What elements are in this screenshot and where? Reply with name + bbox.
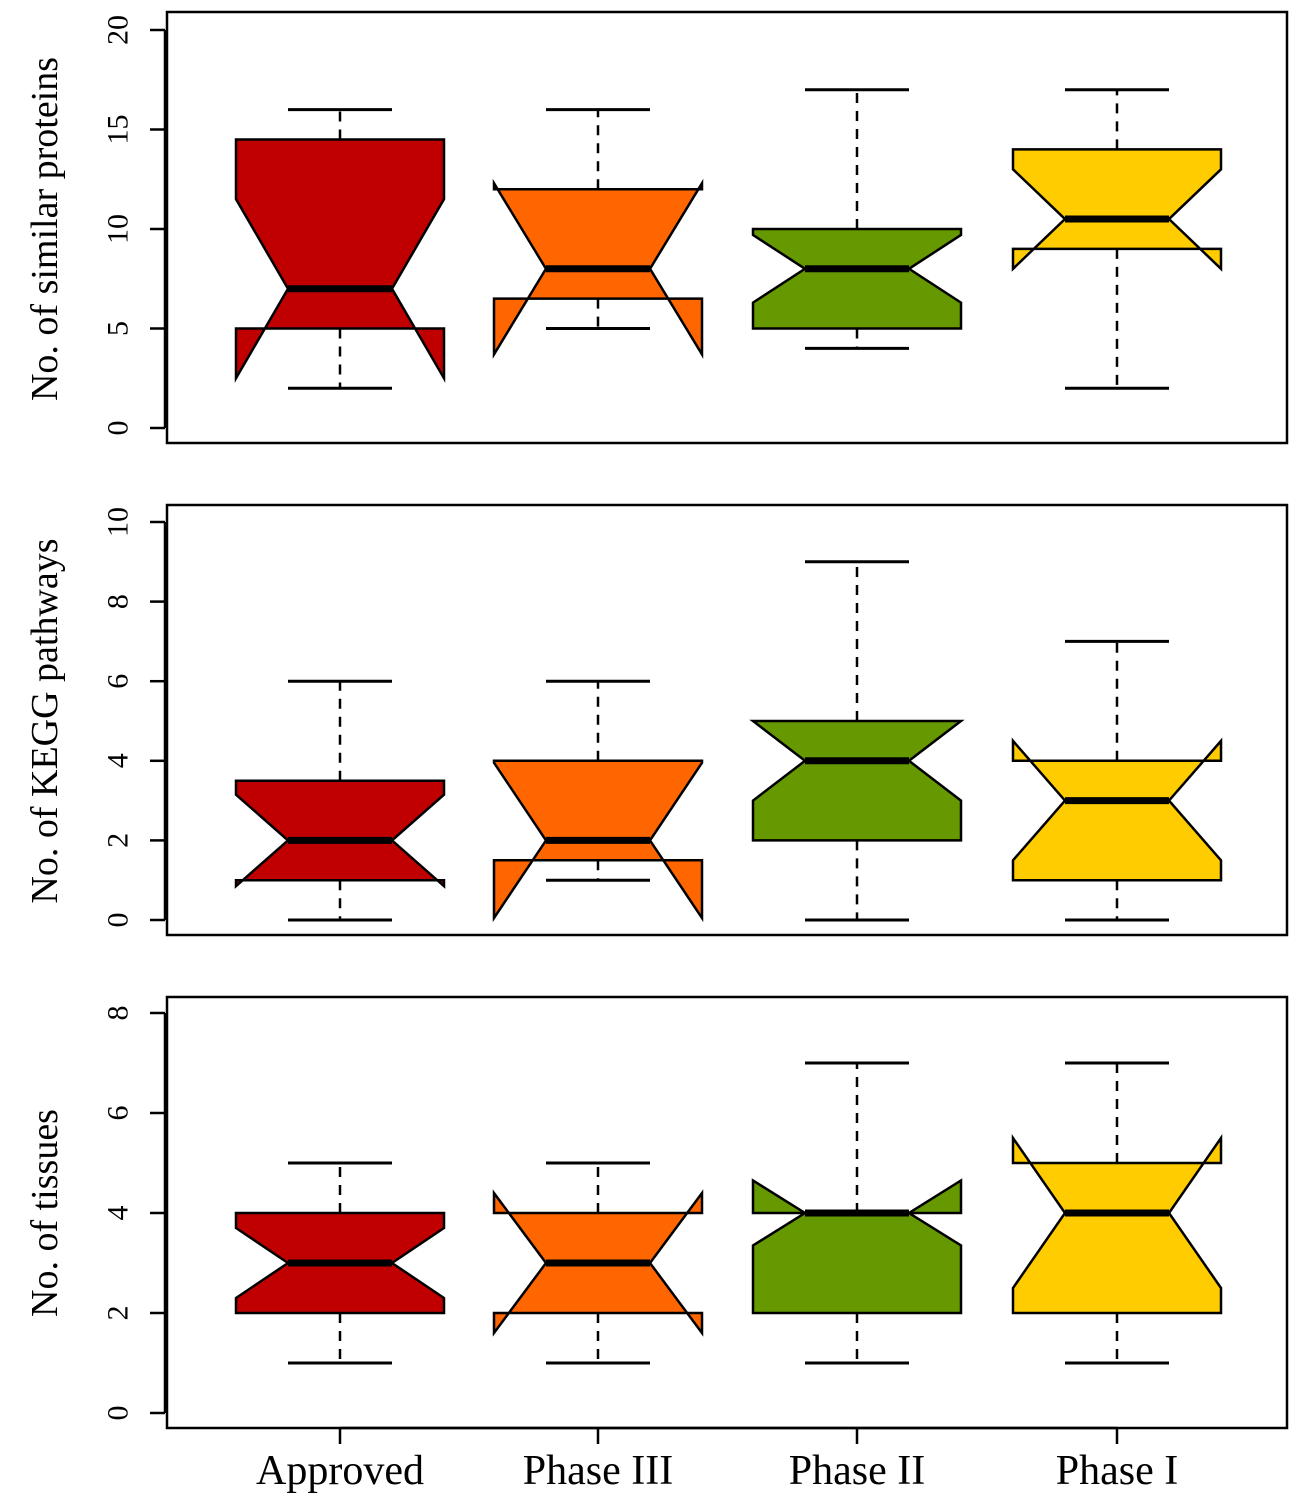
notched-box bbox=[749, 719, 965, 842]
box-phase-ii bbox=[751, 1061, 963, 1365]
x-axis: Approved Phase III Phase II Phase I bbox=[256, 1426, 1178, 1494]
y-axis-title: No. of similar proteins bbox=[24, 57, 66, 401]
plot-frame bbox=[165, 503, 1289, 937]
y-axis-title: No. of KEGG pathways bbox=[24, 538, 66, 903]
x-tick-label-phase-ii: Phase II bbox=[789, 1448, 925, 1494]
y-tick-label: 10 bbox=[102, 214, 135, 244]
box-approved bbox=[234, 108, 446, 390]
y-tick-label: 20 bbox=[102, 15, 135, 45]
box-phase-iii bbox=[492, 108, 704, 359]
y-axis: 0 5 10 15 20 bbox=[102, 15, 167, 436]
notched-box bbox=[751, 227, 963, 330]
y-tick-label: 6 bbox=[102, 1106, 135, 1121]
y-tick-label: 8 bbox=[102, 594, 135, 609]
y-axis: 0 2 4 6 8 10 bbox=[102, 507, 167, 928]
x-tick-label-phase-iii: Phase III bbox=[523, 1448, 673, 1494]
box-phase-i bbox=[1011, 88, 1223, 390]
box-phase-ii bbox=[751, 88, 963, 350]
notched-box bbox=[1011, 148, 1223, 272]
y-axis: 0 2 4 6 8 bbox=[102, 1006, 167, 1421]
panel-2: 0 2 4 6 8 10 No. of KEGG pathways bbox=[24, 503, 1289, 937]
y-tick-label: 15 bbox=[102, 115, 135, 145]
y-tick-label: 8 bbox=[102, 1006, 135, 1021]
plot-frame bbox=[165, 10, 1289, 445]
notched-box bbox=[234, 779, 446, 889]
box-approved bbox=[234, 679, 446, 922]
notched-box bbox=[1011, 737, 1223, 882]
box-phase-i bbox=[1011, 1061, 1223, 1365]
y-tick-label: 2 bbox=[102, 1306, 135, 1321]
box-phase-iii bbox=[492, 1161, 704, 1365]
y-axis-title: No. of tissues bbox=[24, 1109, 66, 1317]
notched-box bbox=[234, 138, 446, 383]
box-phase-iii bbox=[492, 679, 704, 923]
y-tick-label: 5 bbox=[102, 321, 135, 336]
y-tick-label: 6 bbox=[102, 674, 135, 689]
x-tick-label-approved: Approved bbox=[256, 1448, 424, 1494]
panel-1: 0 5 10 15 20 No. of similar proteins bbox=[24, 10, 1289, 445]
panel-3: 0 2 4 6 8 No. of tissues bbox=[24, 995, 1289, 1430]
y-tick-label: 4 bbox=[102, 753, 135, 768]
y-tick-label: 4 bbox=[102, 1206, 135, 1221]
y-tick-label: 0 bbox=[102, 1406, 135, 1421]
box-phase-i bbox=[1011, 639, 1223, 922]
y-tick-label: 0 bbox=[102, 913, 135, 928]
box-phase-ii bbox=[749, 560, 965, 922]
box-approved bbox=[234, 1161, 446, 1365]
notched-box bbox=[751, 1178, 963, 1315]
x-tick-label-phase-i: Phase I bbox=[1056, 1448, 1178, 1494]
notched-box bbox=[1011, 1134, 1223, 1315]
y-tick-label: 0 bbox=[102, 421, 135, 436]
y-tick-label: 10 bbox=[102, 507, 135, 537]
y-tick-label: 2 bbox=[102, 833, 135, 848]
